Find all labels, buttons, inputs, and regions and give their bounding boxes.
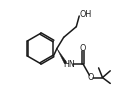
Text: O: O [80,44,86,52]
Text: OH: OH [80,10,92,19]
Polygon shape [57,48,67,64]
Text: HN: HN [63,60,75,68]
Text: O: O [88,73,94,82]
